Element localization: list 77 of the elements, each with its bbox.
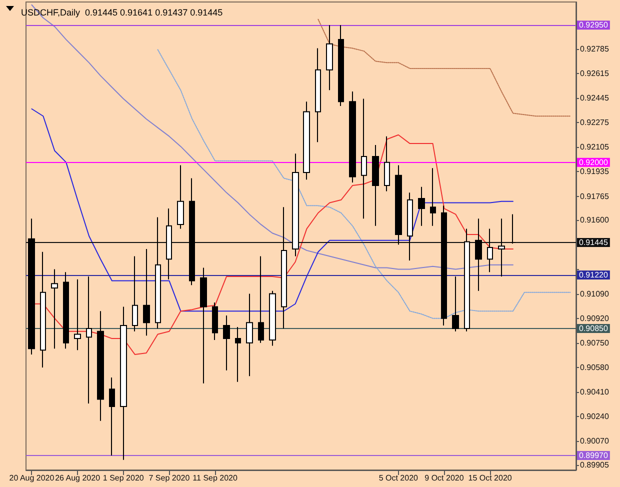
candlestick (132, 256, 138, 332)
candlestick (223, 314, 230, 371)
y-tick-label: 0.92785 (580, 44, 610, 54)
candlestick (235, 326, 241, 382)
candlestick (498, 218, 505, 277)
candlestick (40, 251, 46, 368)
candlestick (143, 248, 150, 336)
line-series (31, 108, 514, 312)
y-tick-label: 0.90580 (580, 362, 610, 372)
candlestick (246, 293, 253, 377)
candlestick (86, 276, 92, 404)
candlestick (303, 101, 310, 180)
y-tick-label: 0.90750 (580, 338, 610, 348)
candlestick (395, 164, 402, 246)
y-tick-label: 0.91090 (580, 289, 610, 298)
x-tick-label: 20 Aug 2020 (9, 474, 55, 482)
candlestick (407, 192, 413, 262)
text: USDCHF,Daily 0.91445 0.91641 0.91437 0.91445 (21, 8, 223, 18)
candlestick (74, 278, 81, 351)
x-tick-label: 9 Oct 2020 (424, 474, 464, 482)
x-tick-label: 11 Sep 2020 (192, 474, 238, 482)
ref-line-label: 0.91220 (579, 270, 608, 280)
y-tick-label: 0.91765 (580, 192, 610, 201)
candlestick (177, 164, 184, 230)
candlestick (315, 48, 321, 143)
candlestick (97, 310, 104, 422)
ref-line-label: 0.92950 (579, 20, 608, 30)
ref-line-label: 0.91445 (579, 238, 608, 247)
candlestick (292, 153, 299, 257)
ref-line-label: 0.90850 (579, 324, 608, 333)
candlestick (269, 290, 276, 346)
line-series (318, 18, 571, 117)
candlestick (326, 24, 333, 91)
candlestick (338, 24, 344, 106)
y-tick-label: 0.90240 (580, 412, 610, 422)
ref-line-label: 0.89970 (579, 451, 608, 460)
candlestick (464, 228, 470, 332)
candlestick (200, 267, 207, 384)
y-tick-label: 0.92615 (580, 69, 610, 78)
candlestick (384, 136, 390, 192)
y-tick-label: 0.92445 (580, 94, 610, 103)
candlestick (28, 218, 35, 355)
candlestick (63, 272, 69, 350)
y-tick-label: 0.89905 (580, 460, 610, 470)
candlestick (212, 302, 218, 340)
ref-line-label: 0.92000 (579, 158, 608, 167)
candlestick (372, 144, 379, 226)
candlestick (475, 218, 482, 292)
candlestick (258, 256, 264, 344)
y-tick-label: 0.91600 (580, 216, 610, 225)
candlestick (51, 268, 58, 350)
candlestick (361, 98, 367, 220)
candlestick (418, 186, 425, 226)
candlestick (452, 276, 459, 332)
y-tick-label: 0.92275 (580, 118, 610, 128)
x-tick-label: 26 Aug 2020 (55, 474, 101, 482)
candlestick (155, 216, 161, 329)
candlestick (281, 206, 287, 329)
candlestick (349, 91, 356, 184)
candlestick (120, 306, 127, 460)
candlestick (441, 205, 447, 326)
y-tick-label: 0.90070 (580, 436, 610, 446)
x-tick-label: 5 Oct 2020 (378, 474, 419, 482)
y-tick-label: 0.90410 (580, 388, 610, 396)
candlestick (430, 168, 436, 226)
candlestick (109, 377, 115, 456)
candlestick (510, 214, 516, 244)
y-tick-label: 0.90920 (580, 314, 610, 323)
candlestick (189, 178, 195, 286)
x-tick-label: 7 Sep 2020 (148, 474, 190, 482)
x-tick-label: 15 Oct 2020 (468, 474, 512, 482)
line-series (157, 49, 571, 319)
y-tick-label: 0.92105 (580, 142, 610, 152)
y-tick-label: 0.91935 (580, 167, 610, 176)
candlestick (166, 208, 172, 280)
candlestick (487, 228, 493, 273)
x-tick-label: 1 Sep 2020 (102, 474, 144, 482)
